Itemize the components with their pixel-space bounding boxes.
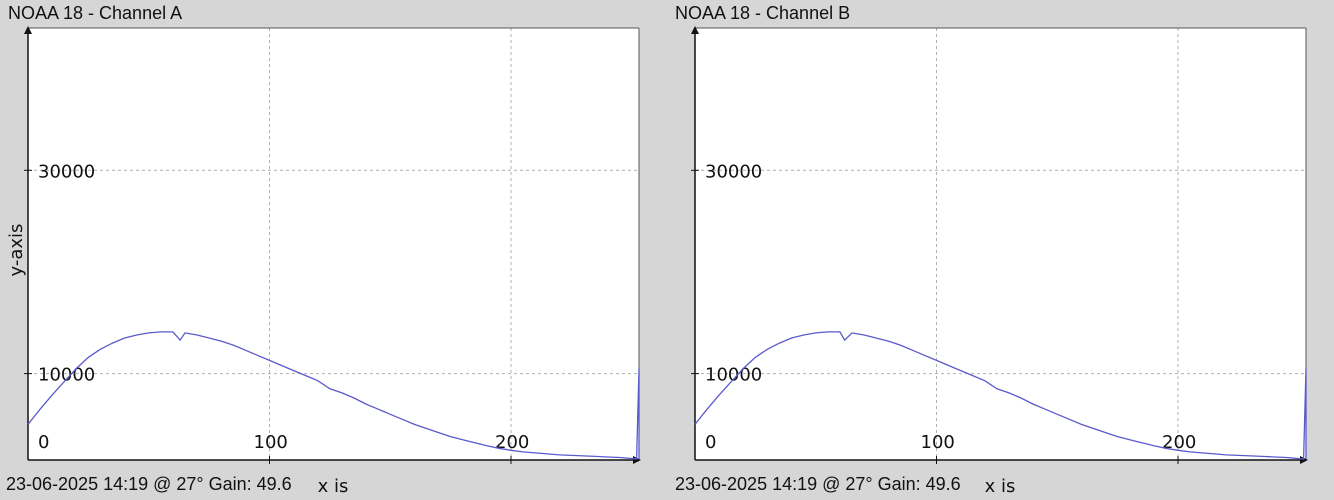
chart-footer: 23-06-2025 14:19 @ 27° Gain: 49.6 (6, 474, 292, 495)
y-axis-arrow (691, 26, 699, 34)
series-line (27, 331, 640, 460)
chart-title: NOAA 18 - Channel A (8, 3, 183, 23)
footer-info: 23-06-2025 14:19 @ 27° Gain: 49.6 (675, 474, 961, 494)
x-tick-label: 0 (705, 432, 716, 453)
footer-info: 23-06-2025 14:19 @ 27° Gain: 49.6 (6, 474, 292, 494)
x-axis-label: x is (318, 476, 349, 497)
chart-panel-channel-b: NOAA 18 - Channel B 01002001000030000y-a… (667, 0, 1334, 500)
plot-area (28, 28, 639, 460)
y-axis-label: y-axis (6, 224, 27, 277)
x-tick-label: 100 (921, 432, 955, 453)
plot-area (695, 28, 1306, 460)
x-tick-label: 0 (38, 432, 49, 453)
chart-title: NOAA 18 - Channel B (675, 3, 851, 23)
y-tick-label: 30000 (38, 161, 95, 182)
y-tick-label: 10000 (705, 365, 762, 386)
series-line (694, 331, 1307, 460)
x-tick-label: 100 (254, 432, 288, 453)
x-tick-label: 200 (1162, 432, 1196, 453)
chart-svg-channel-a: 0 100 200 10000 30000 y-axis x is (6, 26, 641, 497)
chart-panel-channel-a: NOAA 18 - Channel A 0 100 200 10000 30000 y-a… (6, 3, 641, 497)
x-tick-label: 200 (495, 432, 529, 453)
x-axis-arrow (633, 456, 641, 464)
x-axis-arrow (1300, 456, 1308, 464)
chart-footer: 23-06-2025 14:19 @ 27° Gain: 49.6 (675, 474, 961, 495)
x-axis-label: x is (985, 476, 1016, 497)
y-tick-label: 30000 (705, 161, 762, 182)
y-axis-arrow (24, 26, 32, 34)
y-tick-label: 10000 (38, 365, 95, 386)
